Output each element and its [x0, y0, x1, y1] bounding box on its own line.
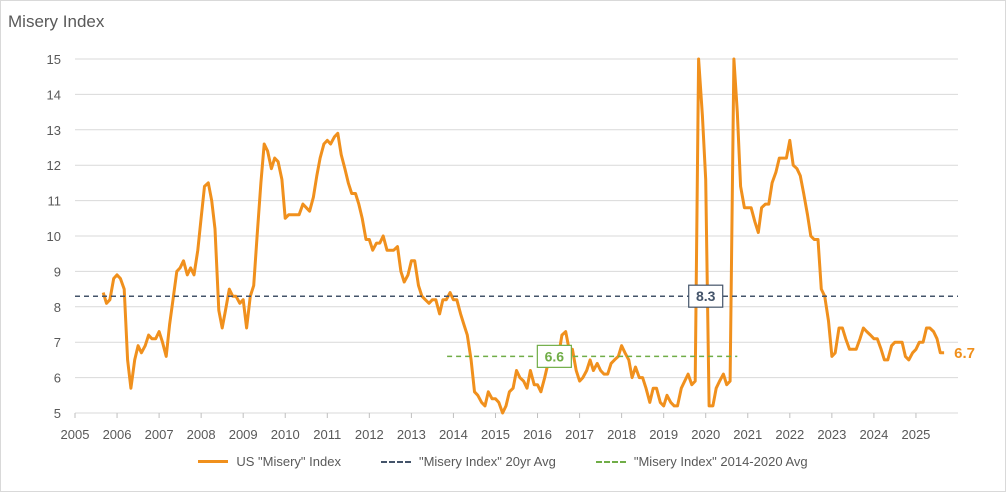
- x-tick-label: 2014: [439, 427, 468, 442]
- series-lines: [75, 57, 958, 415]
- y-tick-label: 15: [47, 52, 61, 67]
- x-tick-label: 2019: [649, 427, 678, 442]
- x-tick-label: 2016: [523, 427, 552, 442]
- x-tick-label: 2011: [313, 427, 341, 442]
- y-tick-label: 11: [48, 194, 62, 209]
- y-tick-label: 14: [47, 87, 61, 102]
- y-tick-label: 9: [54, 264, 61, 279]
- x-tick-label: 2005: [61, 427, 90, 442]
- x-tick-label: 2015: [481, 427, 510, 442]
- x-tick-label: 2023: [817, 427, 846, 442]
- x-tick-label: 2024: [859, 427, 888, 442]
- y-axis-ticks: 5 6 7 8 9 10 11 12 13 14 15: [47, 52, 61, 421]
- grid-lines: [75, 58, 958, 414]
- legend-item-20yr-avg: "Misery Index" 20yr Avg: [380, 454, 556, 469]
- x-tick-label: 2020: [691, 427, 720, 442]
- y-tick-label: 6: [54, 371, 61, 386]
- y-tick-label: 5: [54, 406, 61, 421]
- annotation-label: 6.7: [954, 345, 975, 362]
- x-tick-label: 2007: [145, 427, 174, 442]
- annotations: 8.3 6.6 6.7: [536, 284, 975, 368]
- x-tick-label: 2017: [565, 427, 594, 442]
- x-tick-label: 2009: [229, 427, 258, 442]
- x-tick-label: 2008: [187, 427, 216, 442]
- annotation-text: 6.7: [954, 345, 975, 362]
- x-tick-label: 2018: [607, 427, 636, 442]
- legend: US "Misery" Index "Misery Index" 20yr Av…: [0, 454, 1006, 469]
- series-line-0: [101, 57, 945, 415]
- y-tick-label: 10: [47, 229, 61, 244]
- legend-item-misery-index: US "Misery" Index: [198, 454, 341, 469]
- legend-label: US "Misery" Index: [236, 454, 341, 469]
- annotation-text: 6.6: [545, 348, 565, 364]
- legend-item-2014-2020-avg: "Misery Index" 2014-2020 Avg: [595, 454, 808, 469]
- annotation-box: [688, 284, 724, 308]
- x-tick-label: 2013: [397, 427, 426, 442]
- x-tick-label: 2025: [901, 427, 930, 442]
- x-tick-label: 2010: [271, 427, 300, 442]
- annotation-text: 8.3: [696, 288, 716, 304]
- legend-label: "Misery Index" 2014-2020 Avg: [633, 454, 808, 469]
- legend-label: "Misery Index" 20yr Avg: [418, 454, 556, 469]
- x-tick-label: 2006: [103, 427, 132, 442]
- x-tick-label: 2021: [733, 427, 762, 442]
- y-tick-label: 13: [47, 123, 61, 138]
- x-tick-label: 2022: [775, 427, 804, 442]
- y-tick-label: 12: [47, 158, 61, 173]
- annotation-label: 6.6: [536, 344, 572, 368]
- x-tick-label: 2012: [355, 427, 384, 442]
- chart-title: Misery Index: [8, 12, 105, 31]
- y-tick-label: 7: [54, 335, 61, 350]
- x-axis-ticks: 2005 2006 2007 2008 2009 2010 2011 2012 2013 2014…: [61, 413, 930, 442]
- annotation-label: 8.3: [688, 284, 724, 308]
- y-tick-label: 8: [54, 300, 61, 315]
- annotation-box: [536, 344, 572, 368]
